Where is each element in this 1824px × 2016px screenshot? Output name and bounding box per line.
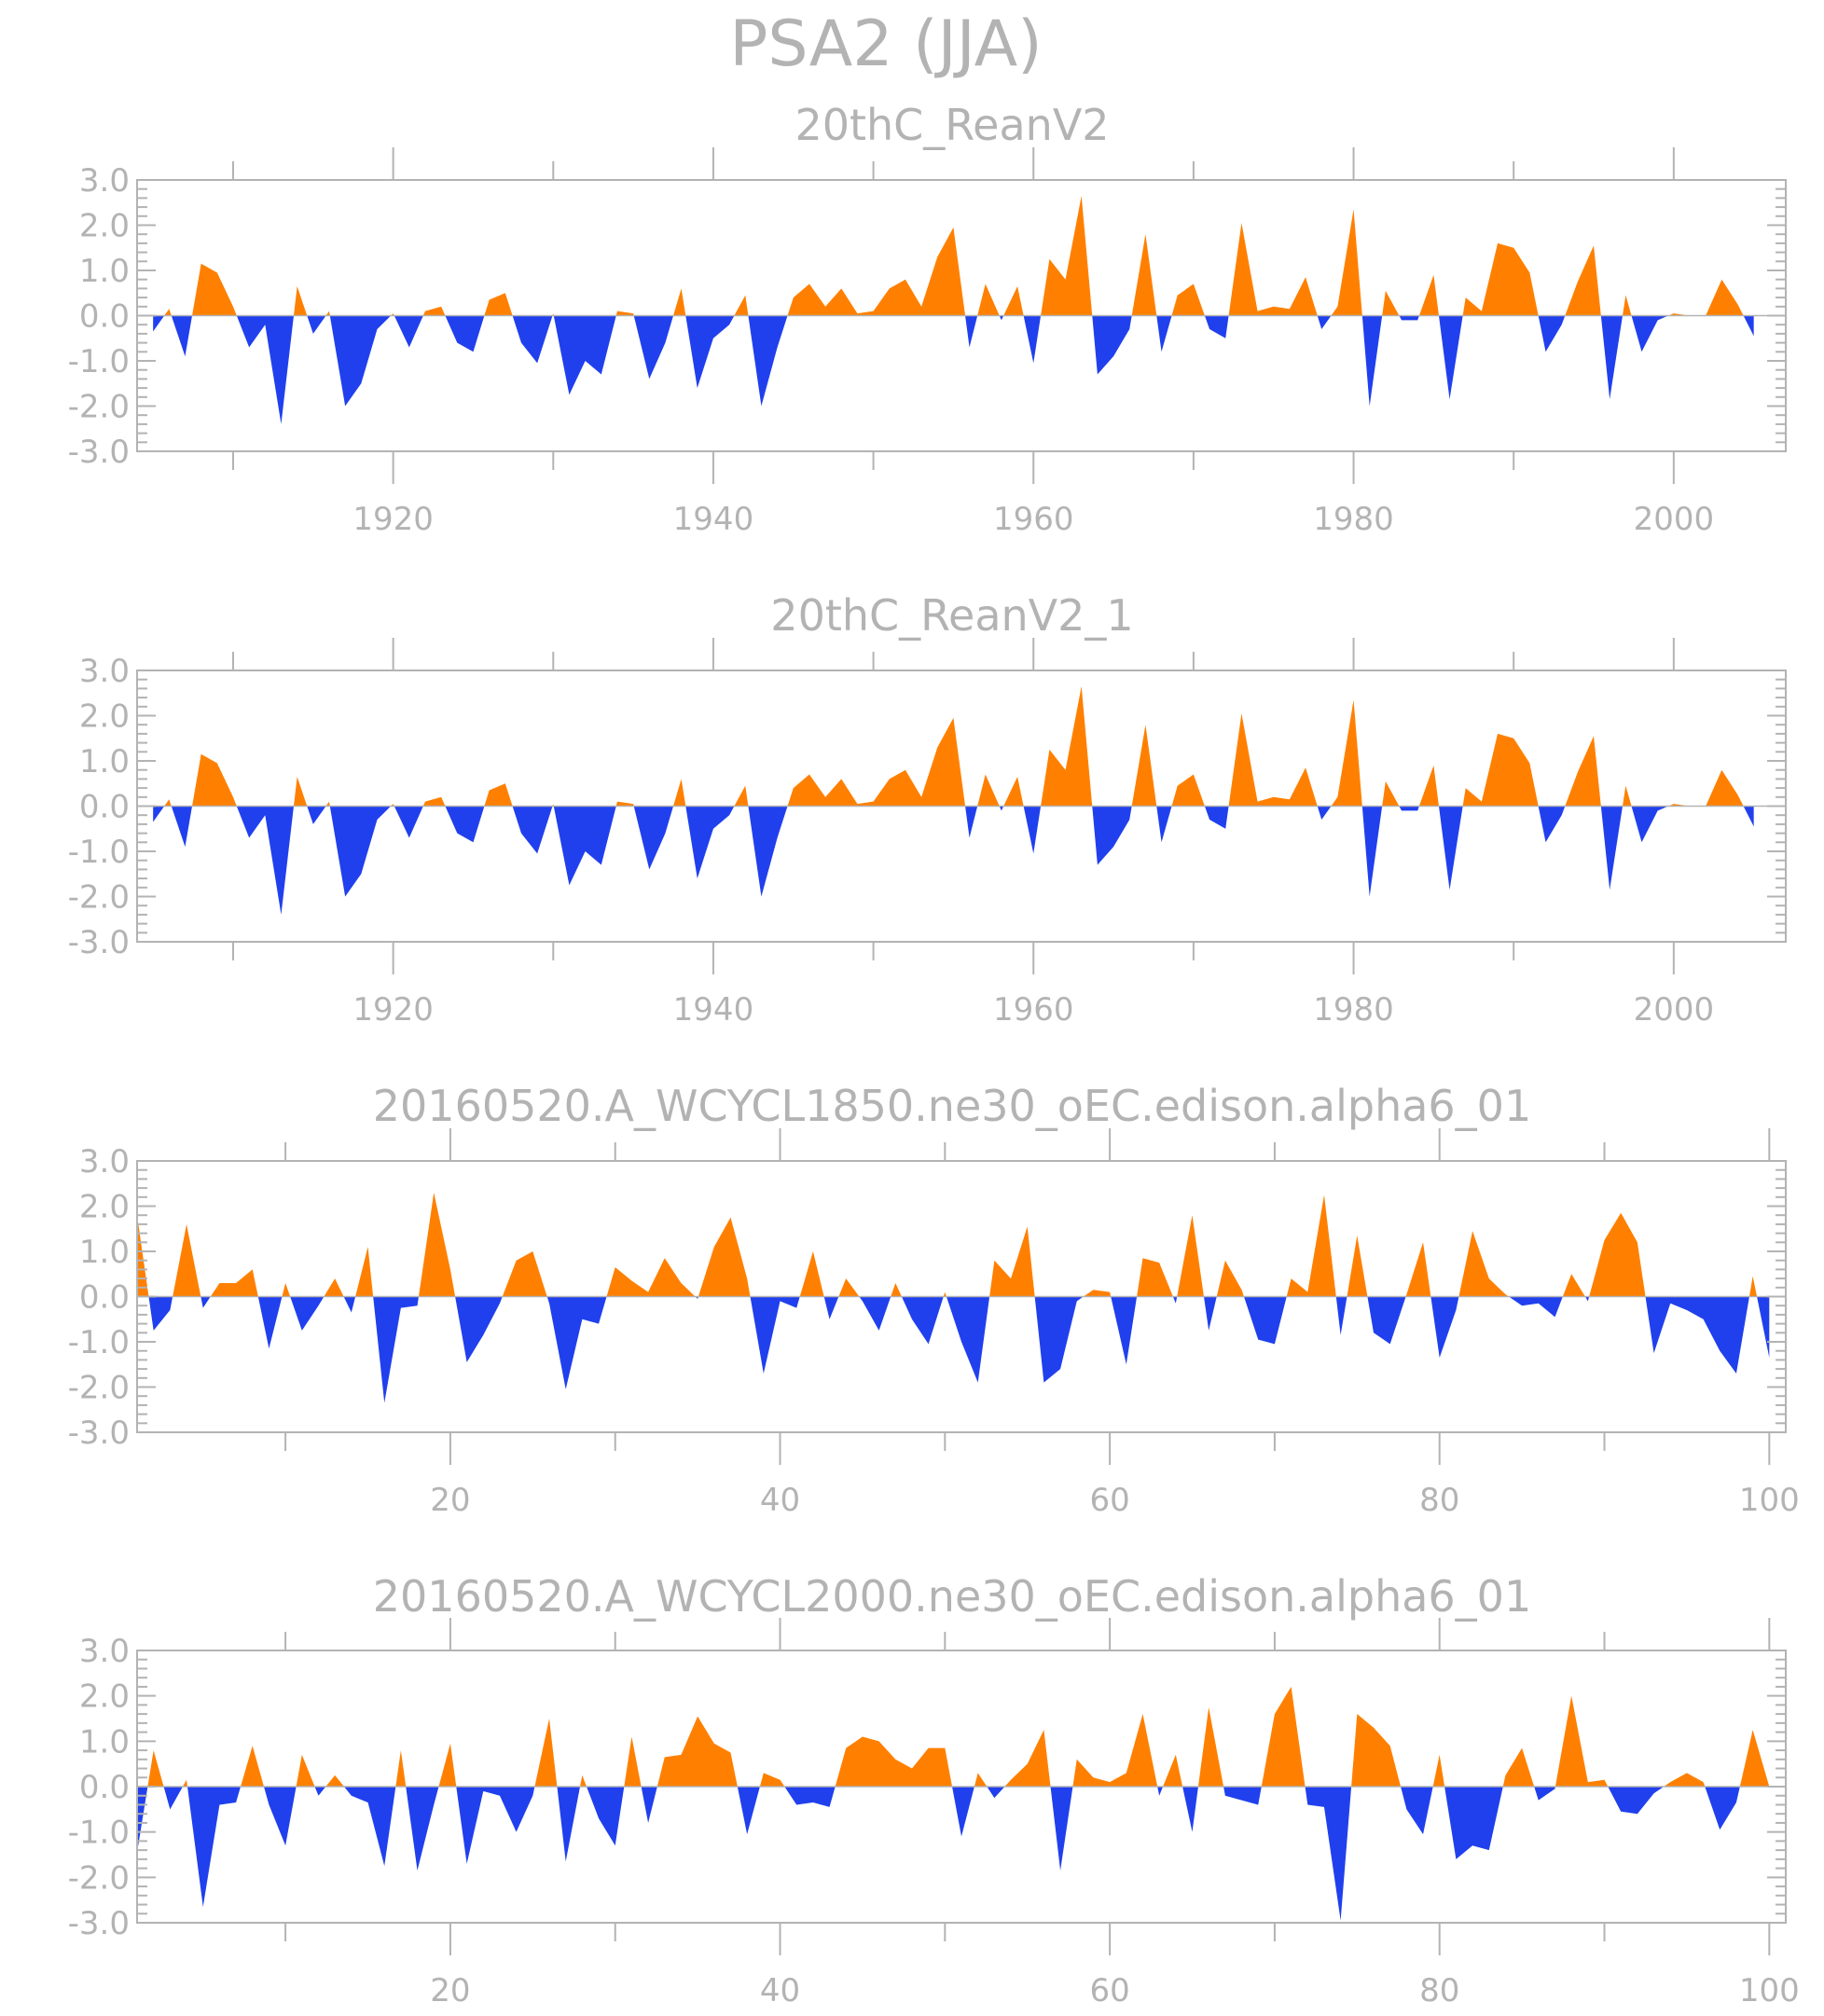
y-tick-label: -1.0 — [68, 834, 130, 871]
y-tick-label: 1.0 — [79, 1234, 130, 1271]
y-tick-label: 3.0 — [79, 1143, 130, 1181]
y-tick-label: 1.0 — [79, 253, 130, 290]
chart-title: 20160520.A_WCYCL2000.ne30_oEC.edison.alp… — [373, 1571, 1531, 1622]
x-tick-label: 80 — [1419, 1972, 1459, 2009]
x-tick-label: 1920 — [352, 501, 434, 538]
x-tick-label: 60 — [1089, 1482, 1129, 1519]
y-tick-label: -1.0 — [68, 1815, 130, 1852]
y-tick-label: -3.0 — [68, 1905, 130, 1942]
y-tick-label: -2.0 — [68, 1370, 130, 1407]
x-tick-label: 1960 — [993, 991, 1074, 1029]
positive-area — [153, 195, 1754, 316]
y-tick-label: -3.0 — [68, 434, 130, 471]
y-tick-label: 0.0 — [79, 298, 130, 336]
x-tick-label: 1940 — [673, 991, 754, 1029]
negative-area — [137, 1787, 1770, 1921]
x-tick-label: 1940 — [673, 501, 754, 538]
positive-area — [137, 1686, 1770, 1787]
y-tick-label: 3.0 — [79, 653, 130, 690]
y-tick-label: -3.0 — [68, 924, 130, 961]
chart-title: 20160520.A_WCYCL1850.ne30_oEC.edison.alp… — [373, 1081, 1531, 1131]
y-tick-label: 0.0 — [79, 1769, 130, 1806]
negative-area — [153, 315, 1754, 424]
y-tick-label: 0.0 — [79, 789, 130, 826]
x-tick-label: 1960 — [993, 501, 1074, 538]
y-tick-label: -2.0 — [68, 389, 130, 426]
chart-title: 20thC_ReanV2_1 — [770, 590, 1133, 641]
x-tick-label: 1980 — [1313, 501, 1394, 538]
x-tick-label: 40 — [760, 1972, 800, 2009]
chart-panel-1: 20thC_ReanV2 3.0 2.0 1.0 0.0 -1.0 -2.0 -3.0 1920… — [68, 100, 1787, 538]
y-tick-label: 3.0 — [79, 162, 130, 200]
y-tick-label: 2.0 — [79, 208, 130, 245]
negative-area — [153, 806, 1754, 915]
x-tick-label: 80 — [1419, 1482, 1459, 1519]
chart-panel-4: 20160520.A_WCYCL2000.ne30_oEC.edison.alp… — [68, 1571, 1800, 2009]
chart-panel-2: 20thC_ReanV2_1 3.0 2.0 1.0 0.0 -1.0 -2.0 -3.0 19… — [68, 590, 1787, 1029]
y-tick-label: -1.0 — [68, 343, 130, 380]
y-tick-label: 1.0 — [79, 1723, 130, 1761]
positive-area — [153, 685, 1754, 807]
y-tick-label: 3.0 — [79, 1633, 130, 1670]
y-tick-label: -2.0 — [68, 1859, 130, 1897]
x-tick-label: 2000 — [1634, 991, 1715, 1029]
y-tick-label: -1.0 — [68, 1324, 130, 1361]
x-tick-label: 2000 — [1634, 501, 1715, 538]
x-tick-label: 100 — [1739, 1972, 1800, 2009]
x-tick-label: 1980 — [1313, 991, 1394, 1029]
y-tick-label: 2.0 — [79, 1678, 130, 1716]
figure-title: PSA2 (JJA) — [729, 7, 1042, 81]
x-tick-label: 20 — [430, 1972, 470, 2009]
x-tick-label: 40 — [760, 1482, 800, 1519]
y-tick-label: -2.0 — [68, 879, 130, 917]
chart-panel-3: 20160520.A_WCYCL1850.ne30_oEC.edison.alp… — [68, 1081, 1800, 1519]
y-tick-label: 2.0 — [79, 698, 130, 736]
negative-area — [137, 1296, 1770, 1403]
x-tick-label: 20 — [430, 1482, 470, 1519]
x-tick-label: 60 — [1089, 1972, 1129, 2009]
y-tick-label: 2.0 — [79, 1189, 130, 1226]
x-tick-label: 1920 — [352, 991, 434, 1029]
chart-title: 20thC_ReanV2 — [795, 100, 1109, 150]
y-tick-label: 0.0 — [79, 1279, 130, 1317]
positive-area — [137, 1192, 1770, 1297]
y-tick-label: -3.0 — [68, 1415, 130, 1452]
y-tick-label: 1.0 — [79, 743, 130, 780]
x-tick-label: 100 — [1739, 1482, 1800, 1519]
